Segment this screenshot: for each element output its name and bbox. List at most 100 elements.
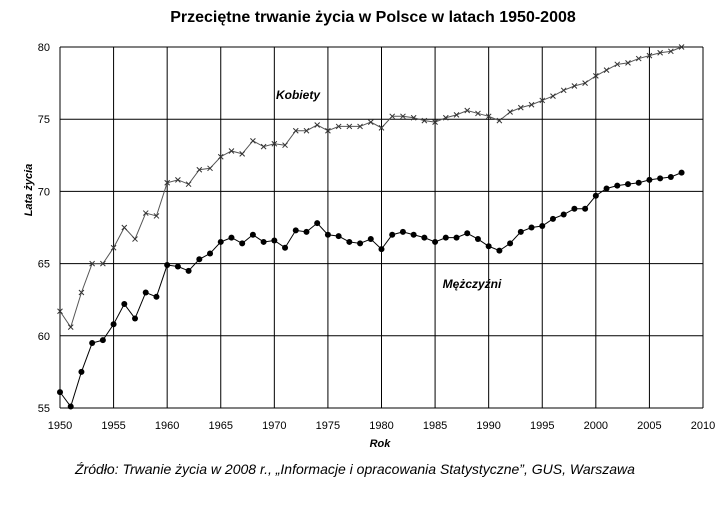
data-point [571,205,578,212]
data-point [346,123,353,130]
x-tick-label-2005: 2005 [637,420,661,432]
data-point [378,125,385,131]
y-tick-label-65: 65 [38,259,50,271]
data-point [657,49,663,56]
data-point [539,97,546,104]
y-tick-label-80: 80 [38,42,50,54]
data-point [517,228,524,235]
data-point [474,236,481,243]
x-tick-label-1965: 1965 [209,420,233,432]
data-point [410,231,417,238]
data-point [292,227,299,234]
data-point [357,240,364,247]
y-tick-label-55: 55 [38,403,50,415]
chart-title: Przeciętne trwanie życia w Polsce w lata… [170,9,576,26]
y-tick-labels: 55 60 65 70 75 80 [38,42,50,415]
data-point [239,240,246,247]
data-point [367,119,374,125]
data-point [507,240,514,247]
data-point [132,315,139,322]
data-point [142,210,149,216]
data-point [614,61,621,68]
data-point [667,48,674,55]
data-point [592,192,599,199]
data-point [249,231,256,238]
data-point [100,260,106,267]
series-kobiety [57,44,685,330]
data-point [549,215,556,222]
x-tick-label-1950: 1950 [48,420,72,432]
data-point [110,244,117,251]
series-group [57,44,685,410]
data-point [228,234,235,241]
data-point [250,138,256,144]
data-point [517,104,524,111]
y-axis-label: Lata życia [23,164,35,217]
data-point [560,87,567,94]
data-point [335,233,342,240]
data-point [67,324,74,330]
data-point [399,228,406,235]
data-point [314,122,321,128]
data-point [67,403,74,410]
data-point [485,113,492,120]
data-point [625,60,631,66]
x-tick-label-1990: 1990 [476,420,500,432]
data-point [496,247,503,254]
data-point [346,238,353,245]
data-point [57,389,63,396]
data-point [442,114,449,121]
data-point [453,234,460,241]
grid [59,46,704,409]
data-point [421,234,428,241]
data-point [303,228,310,235]
data-point [400,113,406,120]
data-point [228,148,235,154]
data-point [421,117,428,124]
data-point [432,238,439,245]
data-point [175,176,181,183]
data-point [560,211,567,218]
series-label-mezczyzni: Mężczyźni [443,277,502,291]
y-tick-label-75: 75 [38,114,50,126]
source-note: Źródło: Trwanie życia w 2008 r., „Inform… [74,461,635,477]
series-line [59,172,682,408]
series-mezczyzni [57,169,685,410]
x-tick-label-2000: 2000 [584,420,608,432]
data-point [314,220,321,227]
data-point [110,321,117,328]
data-point [357,123,363,130]
data-point [164,179,171,186]
data-point [657,175,664,182]
data-point [132,236,138,242]
data-point [89,340,96,347]
data-point [325,127,331,134]
data-point [207,250,214,257]
data-point [389,231,396,238]
data-point [367,236,374,243]
data-point [475,110,481,117]
x-tick-label-1975: 1975 [316,420,340,432]
x-tick-label-1955: 1955 [101,420,125,432]
data-point [410,114,417,121]
data-point [78,368,85,375]
data-point [592,73,599,79]
data-point [121,301,128,308]
data-point [603,185,610,192]
data-point [646,176,653,183]
data-point [614,182,621,189]
data-point [464,230,471,237]
data-point [324,231,331,238]
data-point [57,308,63,315]
data-point [571,83,578,89]
data-point [646,52,653,59]
data-point [678,169,685,176]
data-point [260,238,267,245]
data-point [378,246,385,253]
data-point [185,181,192,188]
data-point [550,93,556,99]
series-label-kobiety: Kobiety [276,88,321,102]
data-point [667,173,674,180]
data-point [507,109,513,115]
data-point [271,140,278,147]
